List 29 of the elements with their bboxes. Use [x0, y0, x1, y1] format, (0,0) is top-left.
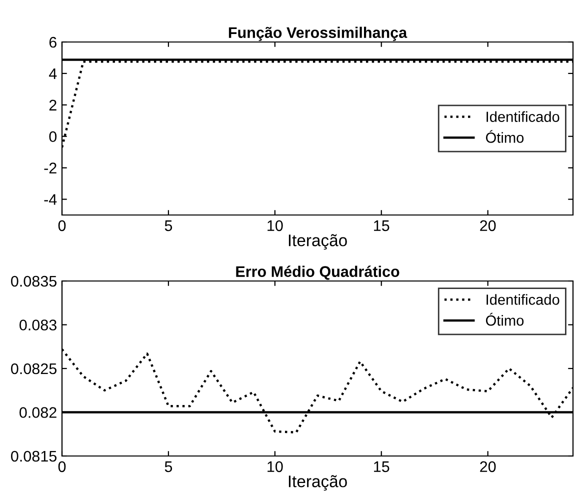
- x-tick-label: 15: [374, 461, 390, 472]
- legend-label: Ótimo: [486, 312, 524, 326]
- x-tick-label: 15: [374, 220, 390, 232]
- chart-title: Função Verossimilhança: [228, 26, 408, 42]
- x-tick-label: 0: [58, 461, 66, 472]
- y-tick-label: 2: [49, 100, 56, 110]
- x-tick-label: 10: [268, 461, 283, 472]
- y-tick-label: 0.0815: [11, 450, 57, 462]
- y-tick-label: 0.083: [20, 320, 56, 330]
- x-tick-label: 20: [480, 220, 496, 232]
- y-tick-label: 6: [49, 36, 56, 48]
- y-tick-label: 0.0835: [11, 276, 57, 287]
- y-tick-label: -2: [44, 162, 56, 174]
- y-tick-label: 0: [49, 131, 57, 142]
- x-tick-label: 10: [268, 220, 283, 232]
- y-tick-label: -4: [44, 194, 57, 205]
- x-tick-label: 5: [164, 220, 172, 232]
- y-tick-label: 0.082: [20, 407, 56, 418]
- y-tick-label: 0.0825: [11, 363, 57, 374]
- x-tick-label: 5: [164, 461, 172, 472]
- y-tick-label: 4: [48, 68, 57, 79]
- legend-label: Identificado: [486, 294, 560, 305]
- x-axis-title: Iteração: [288, 475, 347, 491]
- chart-title: Erro Médio Quadrático: [236, 266, 400, 280]
- legend-label: Ótimo: [486, 130, 524, 143]
- legend-label: Identificado: [486, 111, 560, 122]
- x-tick-label: 0: [58, 220, 66, 232]
- x-tick-label: 20: [480, 461, 496, 472]
- x-axis-title: Iteração: [288, 234, 347, 250]
